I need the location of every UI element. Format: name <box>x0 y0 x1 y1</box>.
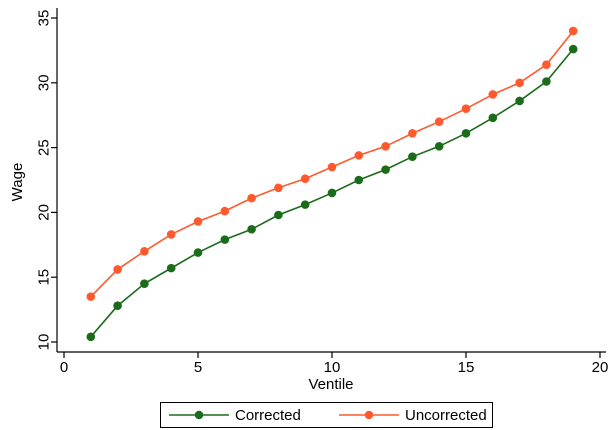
data-point-corrected <box>113 301 122 311</box>
legend-item-corrected: Corrected <box>169 403 301 427</box>
data-point-uncorrected <box>166 230 176 239</box>
y-tick-label: 20 <box>36 204 53 221</box>
y-tick-label: 25 <box>36 139 53 156</box>
y-axis-ticks: 10 15 20 25 30 35 <box>36 10 57 351</box>
data-point-uncorrected <box>220 206 230 216</box>
data-point-corrected <box>193 248 203 257</box>
data-point-uncorrected <box>247 193 256 203</box>
data-point-uncorrected <box>354 151 364 160</box>
data-point-uncorrected <box>140 246 149 256</box>
x-axis-title: Ventile <box>308 376 353 393</box>
x-tick-label: 20 <box>592 359 609 376</box>
data-point-corrected <box>568 44 578 54</box>
data-point-corrected <box>434 142 444 151</box>
data-point-uncorrected <box>327 162 337 172</box>
data-point-uncorrected <box>515 78 524 88</box>
data-point-corrected <box>86 332 96 342</box>
legend: Corrected Uncorrected <box>160 402 493 428</box>
y-tick-label: 15 <box>36 269 53 286</box>
data-point-corrected <box>408 152 417 161</box>
data-point-corrected <box>274 210 283 220</box>
legend-label-corrected: Corrected <box>235 406 301 424</box>
data-point-corrected <box>461 129 471 138</box>
x-tick-label: 5 <box>194 359 202 376</box>
data-point-uncorrected <box>461 104 471 114</box>
wage-by-ventile-chart: 10 15 20 25 30 35 0 5 10 15 20 Ventile Wage <box>9 8 609 393</box>
series-uncorrected <box>86 26 578 301</box>
legend-item-uncorrected: Uncorrected <box>339 403 487 427</box>
data-point-uncorrected <box>86 292 96 301</box>
data-point-uncorrected <box>542 60 551 69</box>
y-tick-label: 10 <box>36 334 53 351</box>
data-point-corrected <box>488 113 498 123</box>
data-point-corrected <box>354 175 364 185</box>
data-point-uncorrected <box>408 129 417 138</box>
x-tick-label: 0 <box>60 359 68 376</box>
data-point-corrected <box>140 279 149 288</box>
legend-swatch-corrected <box>169 410 229 420</box>
data-point-corrected <box>327 188 337 198</box>
data-point-uncorrected <box>381 142 390 151</box>
x-tick-label: 15 <box>458 359 475 376</box>
data-point-corrected <box>247 224 256 234</box>
x-axis-ticks: 0 5 10 15 20 <box>60 352 609 376</box>
x-tick-label: 10 <box>324 359 341 376</box>
data-point-corrected <box>166 263 176 273</box>
data-point-corrected <box>542 77 551 86</box>
data-point-uncorrected <box>113 265 122 274</box>
legend-swatch-uncorrected <box>339 410 399 420</box>
legend-label-uncorrected: Uncorrected <box>405 406 487 424</box>
data-point-corrected <box>300 200 310 209</box>
data-point-uncorrected <box>274 183 283 193</box>
data-point-uncorrected <box>568 26 578 36</box>
data-point-corrected <box>381 165 390 174</box>
data-point-corrected <box>515 96 524 106</box>
data-point-uncorrected <box>434 117 444 126</box>
data-point-uncorrected <box>193 217 203 226</box>
series-corrected <box>86 44 578 342</box>
data-point-uncorrected <box>488 90 498 99</box>
y-tick-label: 35 <box>36 10 53 27</box>
y-tick-label: 30 <box>36 74 53 91</box>
plot-frame <box>56 8 606 353</box>
data-point-uncorrected <box>300 174 310 184</box>
y-axis-title: Wage <box>9 163 26 202</box>
data-point-corrected <box>220 235 230 244</box>
series-layer <box>86 26 578 342</box>
